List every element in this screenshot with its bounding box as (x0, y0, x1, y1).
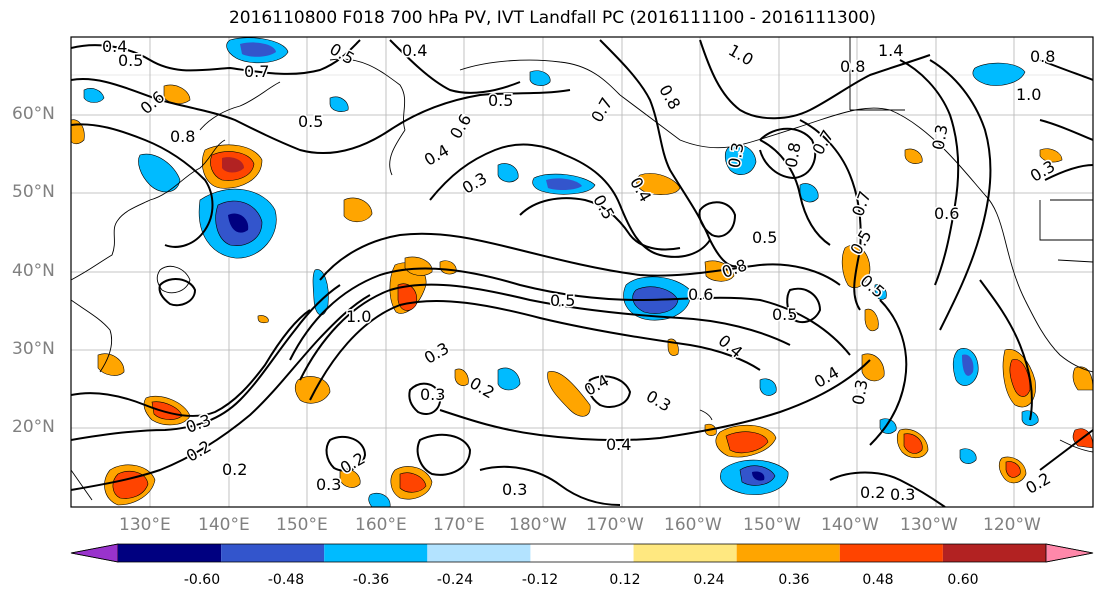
lon-label: 130°W (900, 515, 958, 535)
lon-label: 170°W (586, 515, 644, 535)
contour-label: 0.5 (118, 51, 143, 70)
contour-label: 0.5 (752, 228, 777, 247)
colorbar-tick-label: -0.24 (436, 572, 474, 588)
colorbar-extend-max (1045, 543, 1094, 563)
colorbar-tick-label: 0.24 (693, 572, 725, 588)
contour-label: 0.3 (502, 480, 527, 499)
contour-label: 0.4 (402, 41, 427, 60)
map-frame (70, 36, 1094, 508)
colorbar-segment (633, 544, 737, 562)
map-title: 2016110800 F018 700 hPa PV, IVT Landfall… (228, 8, 876, 28)
contour-label: 0.8 (1030, 47, 1055, 66)
colorbar-tick-label: -0.48 (267, 572, 305, 588)
contour-label: 0.5 (550, 291, 575, 310)
lon-label: 170°E (433, 515, 485, 535)
coastlines (71, 37, 1093, 501)
contour-label: 0.3 (848, 378, 871, 406)
lon-label: 160°W (664, 515, 722, 535)
contour-label: 0.8 (170, 127, 195, 146)
lon-label: 180°W (509, 515, 567, 535)
lon-label: 150°W (743, 515, 801, 535)
colorbar-tick-label: -0.60 (183, 572, 221, 588)
colorbar-segment (736, 544, 840, 562)
contour-label: 0.5 (488, 91, 513, 110)
colorbar-tick-label: 0.36 (778, 572, 810, 588)
contour-label: 0.7 (244, 62, 269, 81)
colorbar-segment (118, 544, 222, 562)
colorbar-tick-label: 0.48 (862, 572, 894, 588)
colorbar-tick-label: 0.60 (947, 572, 979, 588)
colorbar-tick-label: 0.12 (609, 572, 641, 588)
lat-label: 50°N (12, 182, 55, 202)
colorbar-segment (221, 544, 325, 562)
contour-label: 1.4 (878, 41, 903, 60)
colorbar-segment (839, 544, 943, 562)
contour-label: 0.8 (840, 57, 865, 76)
colorbar-extend-min (70, 543, 119, 563)
contour-label: 0.4 (102, 37, 127, 56)
lat-label: 20°N (12, 417, 55, 437)
colorbar-tick-label: -0.36 (352, 572, 390, 588)
pv-contours (71, 39, 1093, 507)
contour-label: 0.2 (860, 483, 885, 502)
contour-label: 1.0 (346, 307, 371, 326)
lon-label: 140°E (198, 515, 250, 535)
contour-label: 1.0 (1016, 85, 1041, 104)
colorbar-tick-label: -0.12 (521, 572, 559, 588)
lat-label: 30°N (12, 339, 55, 359)
gridlines (71, 37, 1093, 507)
colorbar (70, 543, 1094, 563)
contour-label: 0.6 (688, 285, 713, 304)
lon-label: 130°E (119, 515, 171, 535)
colorbar-segment (324, 544, 428, 562)
contour-label: 0.5 (298, 112, 323, 131)
contour-label: 0.3 (890, 485, 915, 504)
colorbar-segment (942, 544, 1046, 562)
lat-label: 40°N (12, 261, 55, 281)
colorbar-segment (427, 544, 531, 562)
lon-label: 160°E (355, 515, 407, 535)
contour-label: 0.2 (222, 460, 247, 479)
contour-label: 0.3 (420, 385, 445, 404)
contour-label: 0.3 (316, 475, 341, 494)
colorbar-outline (70, 543, 1094, 563)
lon-label: 150°E (276, 515, 328, 535)
contour-label: 0.5 (772, 305, 797, 324)
contour-label: 0.4 (606, 435, 631, 454)
contour-label: 0.6 (934, 204, 959, 223)
contour-label: 0.3 (928, 123, 951, 151)
lon-label: 140°W (821, 515, 879, 535)
lat-label: 60°N (12, 104, 55, 124)
lon-label: 120°W (983, 515, 1041, 535)
colorbar-segment (530, 544, 634, 562)
